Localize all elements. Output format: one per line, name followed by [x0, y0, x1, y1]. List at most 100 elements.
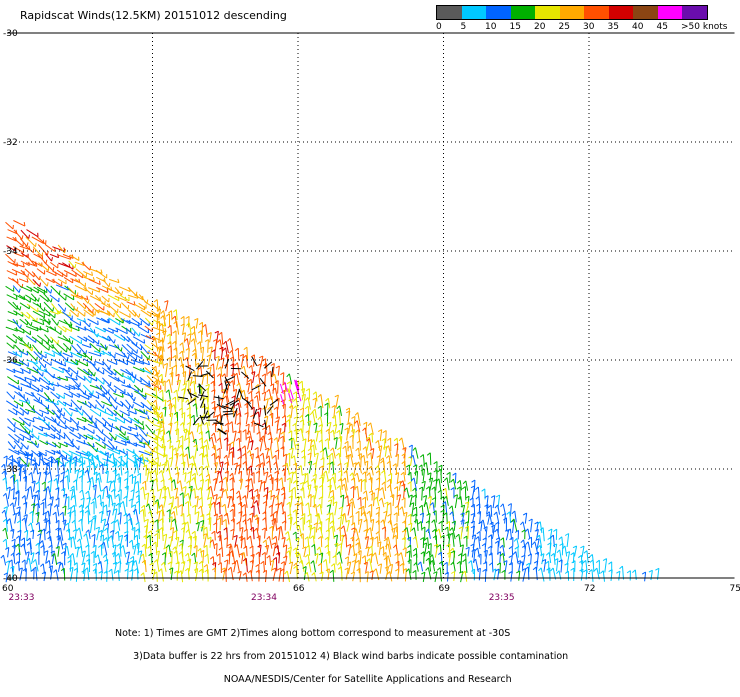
wind-barb — [461, 496, 462, 507]
wind-barb — [247, 546, 248, 556]
wind-barb-flag — [356, 430, 359, 433]
wind-barb-flag — [413, 548, 416, 551]
wind-barb — [172, 497, 173, 508]
wind-barb-flag — [218, 367, 221, 370]
wind-barb-flag — [512, 511, 515, 514]
wind-barb-flag — [413, 448, 416, 451]
wind-barb-flag — [78, 421, 79, 425]
wind-barb-flag — [21, 538, 24, 541]
wind-barb-flag — [336, 411, 339, 414]
wind-barb — [339, 411, 340, 425]
high-wind-barb — [281, 394, 284, 404]
wind-barb-flag — [337, 486, 340, 489]
wind-barb — [290, 502, 291, 515]
wind-barb — [25, 319, 31, 326]
wind-barb — [297, 538, 299, 549]
wind-barb-flag — [248, 379, 251, 382]
wind-barb — [386, 431, 387, 444]
wind-barb-flag — [500, 538, 503, 541]
wind-barb-flag — [513, 552, 516, 555]
wind-barb — [189, 530, 191, 541]
wind-barb — [367, 461, 368, 473]
wind-barb — [209, 413, 210, 426]
wind-barb — [25, 418, 35, 422]
wind-barb-flag — [217, 502, 220, 505]
wind-barb — [44, 529, 45, 540]
wind-barb-flag — [93, 309, 94, 313]
wind-barb — [335, 502, 337, 516]
wind-barb — [435, 572, 437, 582]
wind-barb-flag — [248, 466, 251, 469]
wind-barb — [335, 416, 336, 426]
wind-barb-flag — [65, 420, 66, 424]
wind-barb-flag — [70, 347, 71, 351]
wind-barb-flag — [71, 373, 72, 377]
wind-barb — [134, 546, 136, 555]
wind-barb-flag — [228, 567, 231, 570]
wind-barb — [13, 529, 14, 538]
wind-barb-flag — [247, 450, 250, 453]
wind-barb — [143, 509, 144, 522]
wind-barb-flag — [394, 438, 397, 441]
wind-barb-flag — [204, 455, 207, 458]
wind-barb-flag — [22, 496, 25, 499]
wind-barb-flag — [237, 496, 240, 499]
wind-barb-flag — [274, 511, 277, 513]
wind-barb — [27, 312, 37, 321]
wind-barb — [144, 573, 146, 582]
wind-barb — [102, 394, 109, 401]
wind-barb — [188, 501, 189, 515]
wind-barb — [182, 351, 183, 360]
wind-barb — [190, 377, 192, 386]
wind-barb-flag — [141, 505, 144, 508]
wind-barb — [440, 568, 441, 582]
wind-barb-flag — [495, 529, 498, 532]
wind-barb-flag — [488, 535, 491, 538]
wind-barb — [248, 437, 251, 450]
wind-barb-flag — [457, 480, 460, 483]
wind-barb — [201, 425, 202, 435]
wind-barb — [264, 561, 265, 572]
wind-barb — [279, 568, 281, 582]
wind-barb — [316, 554, 318, 564]
wind-barb — [101, 385, 108, 393]
wind-barb-flag — [71, 328, 72, 332]
wind-barb — [252, 454, 254, 467]
wind-barb-flag — [65, 308, 66, 312]
wind-barb — [184, 371, 185, 384]
wind-barb — [233, 529, 234, 540]
wind-barb — [266, 570, 267, 582]
wind-barb — [10, 519, 13, 532]
wind-barb — [220, 438, 221, 449]
wind-barb — [44, 545, 45, 555]
wind-barb-flag — [413, 554, 416, 556]
wind-barb — [260, 480, 262, 491]
wind-barb-flag — [521, 540, 524, 543]
wind-barb — [162, 569, 164, 582]
wind-barb — [83, 551, 86, 565]
wind-barb-flag — [285, 571, 288, 574]
wind-barb-flag — [98, 395, 99, 399]
wind-barb — [107, 408, 116, 416]
wind-barb — [176, 310, 177, 320]
wind-barb-flag — [230, 509, 233, 511]
wind-barb — [93, 477, 95, 490]
wind-barb — [343, 495, 344, 508]
wind-barb-flag — [330, 430, 333, 433]
wind-barb-flag — [85, 470, 88, 473]
wind-barb — [422, 513, 423, 523]
wind-barb — [340, 527, 341, 541]
wind-barb — [63, 402, 72, 407]
wind-barb — [393, 495, 394, 506]
wind-barb — [345, 513, 347, 522]
wind-barb — [52, 551, 54, 564]
wind-barb-flag — [36, 522, 39, 525]
wind-barb — [189, 348, 190, 359]
wind-barb — [172, 528, 173, 542]
wind-barb-flag — [362, 479, 365, 481]
wind-barb — [7, 377, 18, 384]
wind-barb-flag — [330, 496, 333, 498]
wind-barb — [523, 569, 526, 582]
wind-barb — [39, 472, 41, 482]
contaminated-barb — [242, 398, 250, 403]
